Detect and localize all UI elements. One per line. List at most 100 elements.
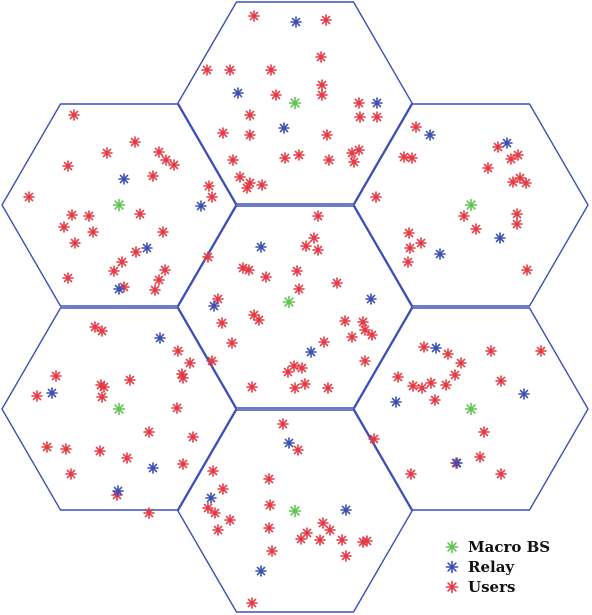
relay-marker [118,173,130,185]
user-marker [68,109,80,121]
relay-marker [147,462,159,474]
user-marker [359,355,371,367]
relay-marker [451,457,463,469]
relay-marker [154,332,166,344]
user-marker [346,331,358,343]
user-marker [405,468,417,480]
user-marker [282,366,294,378]
relay-marker [283,437,295,449]
user-marker [108,265,120,277]
user-marker [485,345,497,357]
user-marker [241,182,253,194]
legend-item-macro-bs: Macro BS [444,537,550,557]
macro-bs-marker [464,402,478,416]
user-marker [521,264,533,276]
user-marker [340,550,352,562]
user-marker [206,191,218,203]
relay-marker [141,242,153,254]
user-marker [50,370,62,382]
user-marker [130,246,142,258]
user-marker [217,127,229,139]
user-marker [320,14,332,26]
user-marker [429,394,441,406]
user-marker [201,64,213,76]
user-marker [202,251,214,263]
user-marker [322,382,334,394]
user-marker [312,244,324,256]
user-marker [246,597,258,609]
user-marker [248,10,260,22]
relay-marker [255,565,267,577]
user-marker [212,524,224,536]
user-marker [94,445,106,457]
legend-item-users: Users [444,577,550,597]
user-marker [177,458,189,470]
user-marker [227,154,239,166]
user-marker [87,226,99,238]
user-marker [234,171,246,183]
user-marker [253,314,265,326]
user-marker [270,89,282,101]
hex-cell-6 [353,307,589,511]
macro-bs-markers [112,96,478,518]
user-marker [207,465,219,477]
relay-marker [305,346,317,358]
user-marker [206,355,218,367]
user-marker [512,149,524,161]
relay-marker [46,387,58,399]
user-marker [224,514,236,526]
user-marker [482,162,494,174]
user-marker [293,283,305,295]
user-marker [323,154,335,166]
user-marker [407,380,419,392]
user-marker [260,271,272,283]
user-marker [216,317,228,329]
relay-markers [46,16,530,577]
user-marker [415,237,427,249]
hex-cell-2 [1,103,237,307]
user-marker [348,156,360,168]
user-marker [168,159,180,171]
user-marker [177,372,189,384]
user-marker [474,451,486,463]
macro-legend-asterisk [445,540,459,554]
relay-marker [365,293,377,305]
legend-label-macro-bs: Macro BS [468,538,551,556]
user-marker [300,240,312,252]
user-marker [263,473,275,485]
legend-label-users: Users [468,578,516,596]
user-marker [160,154,172,166]
user-marker [317,517,329,529]
user-marker [96,391,108,403]
user-marker [58,221,70,233]
relay-marker [255,241,267,253]
user-marker [392,371,404,383]
user-marker [98,381,110,393]
user-marker [316,79,328,91]
user-marker [331,277,343,289]
user-marker [495,375,507,387]
user-marker [66,209,78,221]
relay-marker [501,137,513,149]
relay-marker [340,504,352,516]
macro-bs-marker [288,96,302,110]
user-marker [449,369,461,381]
user-marker [336,534,348,546]
user-marker [370,191,382,203]
user-marker [511,218,523,230]
user-marker [511,208,523,220]
user-marker [62,272,74,284]
user-marker [495,468,507,480]
user-marker [361,535,373,547]
user-marker [171,402,183,414]
relay-marker [232,87,244,99]
user-marker [60,443,72,455]
user-marker [293,149,305,161]
user-marker [143,507,155,519]
user-marker [244,129,256,141]
user-marker [289,382,301,394]
user-marker [153,274,165,286]
user-marker [265,64,277,76]
user-marker [292,444,304,456]
macro-bs-marker [464,198,478,212]
